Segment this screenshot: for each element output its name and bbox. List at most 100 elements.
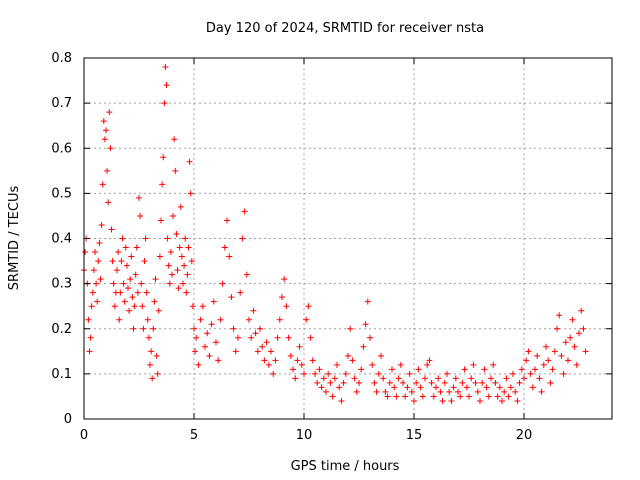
data-point — [353, 388, 360, 395]
y-tick-label: 0.4 — [51, 232, 72, 247]
data-point — [103, 127, 109, 134]
data-point — [576, 330, 582, 337]
data-point — [573, 361, 580, 368]
data-point — [362, 321, 369, 328]
data-point — [461, 366, 468, 373]
data-point — [89, 289, 96, 296]
data-point — [538, 388, 545, 395]
data-point — [386, 379, 393, 386]
data-point — [175, 285, 182, 292]
data-point — [488, 375, 494, 382]
data-point — [250, 307, 257, 314]
data-point — [457, 393, 464, 400]
data-point — [144, 316, 151, 323]
data-point — [123, 262, 130, 269]
data-point — [417, 384, 424, 391]
data-point — [239, 235, 246, 242]
data-point — [138, 280, 145, 287]
data-point — [192, 348, 199, 355]
data-point — [393, 393, 400, 400]
y-tick-label: 0.6 — [51, 141, 72, 156]
data-point — [404, 384, 411, 391]
data-point — [532, 366, 538, 373]
data-point — [142, 235, 149, 242]
data-point — [85, 316, 92, 323]
data-point — [340, 379, 347, 386]
data-point — [411, 397, 417, 404]
data-point — [159, 181, 166, 188]
data-point — [213, 339, 219, 346]
data-point — [204, 330, 211, 337]
data-point — [565, 357, 571, 364]
data-point — [127, 276, 134, 283]
data-point — [208, 321, 215, 328]
data-point — [439, 397, 446, 404]
data-point — [224, 217, 230, 224]
data-points — [81, 64, 589, 404]
data-point — [549, 366, 556, 373]
data-point — [360, 343, 367, 350]
data-point — [219, 280, 226, 287]
data-point — [521, 375, 527, 382]
data-point — [358, 366, 365, 373]
data-point — [141, 258, 148, 265]
data-point — [131, 303, 138, 310]
x-tick-label: 0 — [80, 428, 88, 443]
data-point — [186, 158, 193, 165]
data-point — [160, 154, 167, 161]
data-point — [459, 379, 466, 386]
data-point — [254, 348, 261, 355]
data-point — [463, 384, 470, 391]
data-point — [272, 357, 279, 364]
data-point — [320, 375, 327, 382]
data-point — [492, 379, 499, 386]
data-point — [117, 289, 124, 296]
data-point — [107, 145, 114, 152]
data-point — [210, 298, 217, 305]
data-point — [177, 203, 184, 210]
data-point — [477, 397, 483, 404]
data-point — [235, 334, 241, 341]
data-point — [122, 244, 129, 251]
data-point — [406, 370, 413, 377]
data-point — [274, 334, 281, 341]
data-point — [137, 212, 144, 219]
data-point — [180, 280, 186, 287]
data-point — [402, 393, 409, 400]
data-point — [114, 267, 120, 274]
data-point — [232, 348, 239, 355]
data-point — [197, 316, 204, 323]
x-tick-label: 5 — [190, 428, 198, 443]
data-point — [408, 388, 415, 395]
data-point — [558, 352, 565, 359]
data-point — [182, 235, 189, 242]
data-point — [228, 294, 235, 301]
data-point — [481, 366, 488, 373]
data-point — [527, 370, 534, 377]
axis-ticks: 0 5 10 15 20 0 0.1 0.2 0.3 0.4 0.5 0.6 0.7 0.8 — [51, 51, 612, 443]
data-point — [371, 379, 378, 386]
data-point — [172, 167, 179, 174]
data-point — [543, 343, 549, 350]
data-point — [525, 348, 532, 355]
data-point — [202, 343, 208, 350]
data-point — [444, 370, 450, 377]
data-point — [400, 379, 406, 386]
data-point — [164, 235, 171, 242]
data-point — [109, 258, 116, 265]
data-point — [294, 357, 301, 364]
data-point — [143, 289, 150, 296]
data-point — [298, 361, 305, 368]
data-point — [108, 226, 115, 233]
x-tick-label: 20 — [516, 428, 533, 443]
data-point — [455, 388, 461, 395]
data-point — [133, 244, 140, 251]
data-point — [243, 271, 250, 278]
data-point — [479, 379, 486, 386]
data-point — [499, 397, 505, 404]
data-point — [305, 303, 312, 310]
data-point — [248, 334, 255, 341]
data-point — [118, 258, 125, 265]
data-point — [90, 267, 97, 274]
